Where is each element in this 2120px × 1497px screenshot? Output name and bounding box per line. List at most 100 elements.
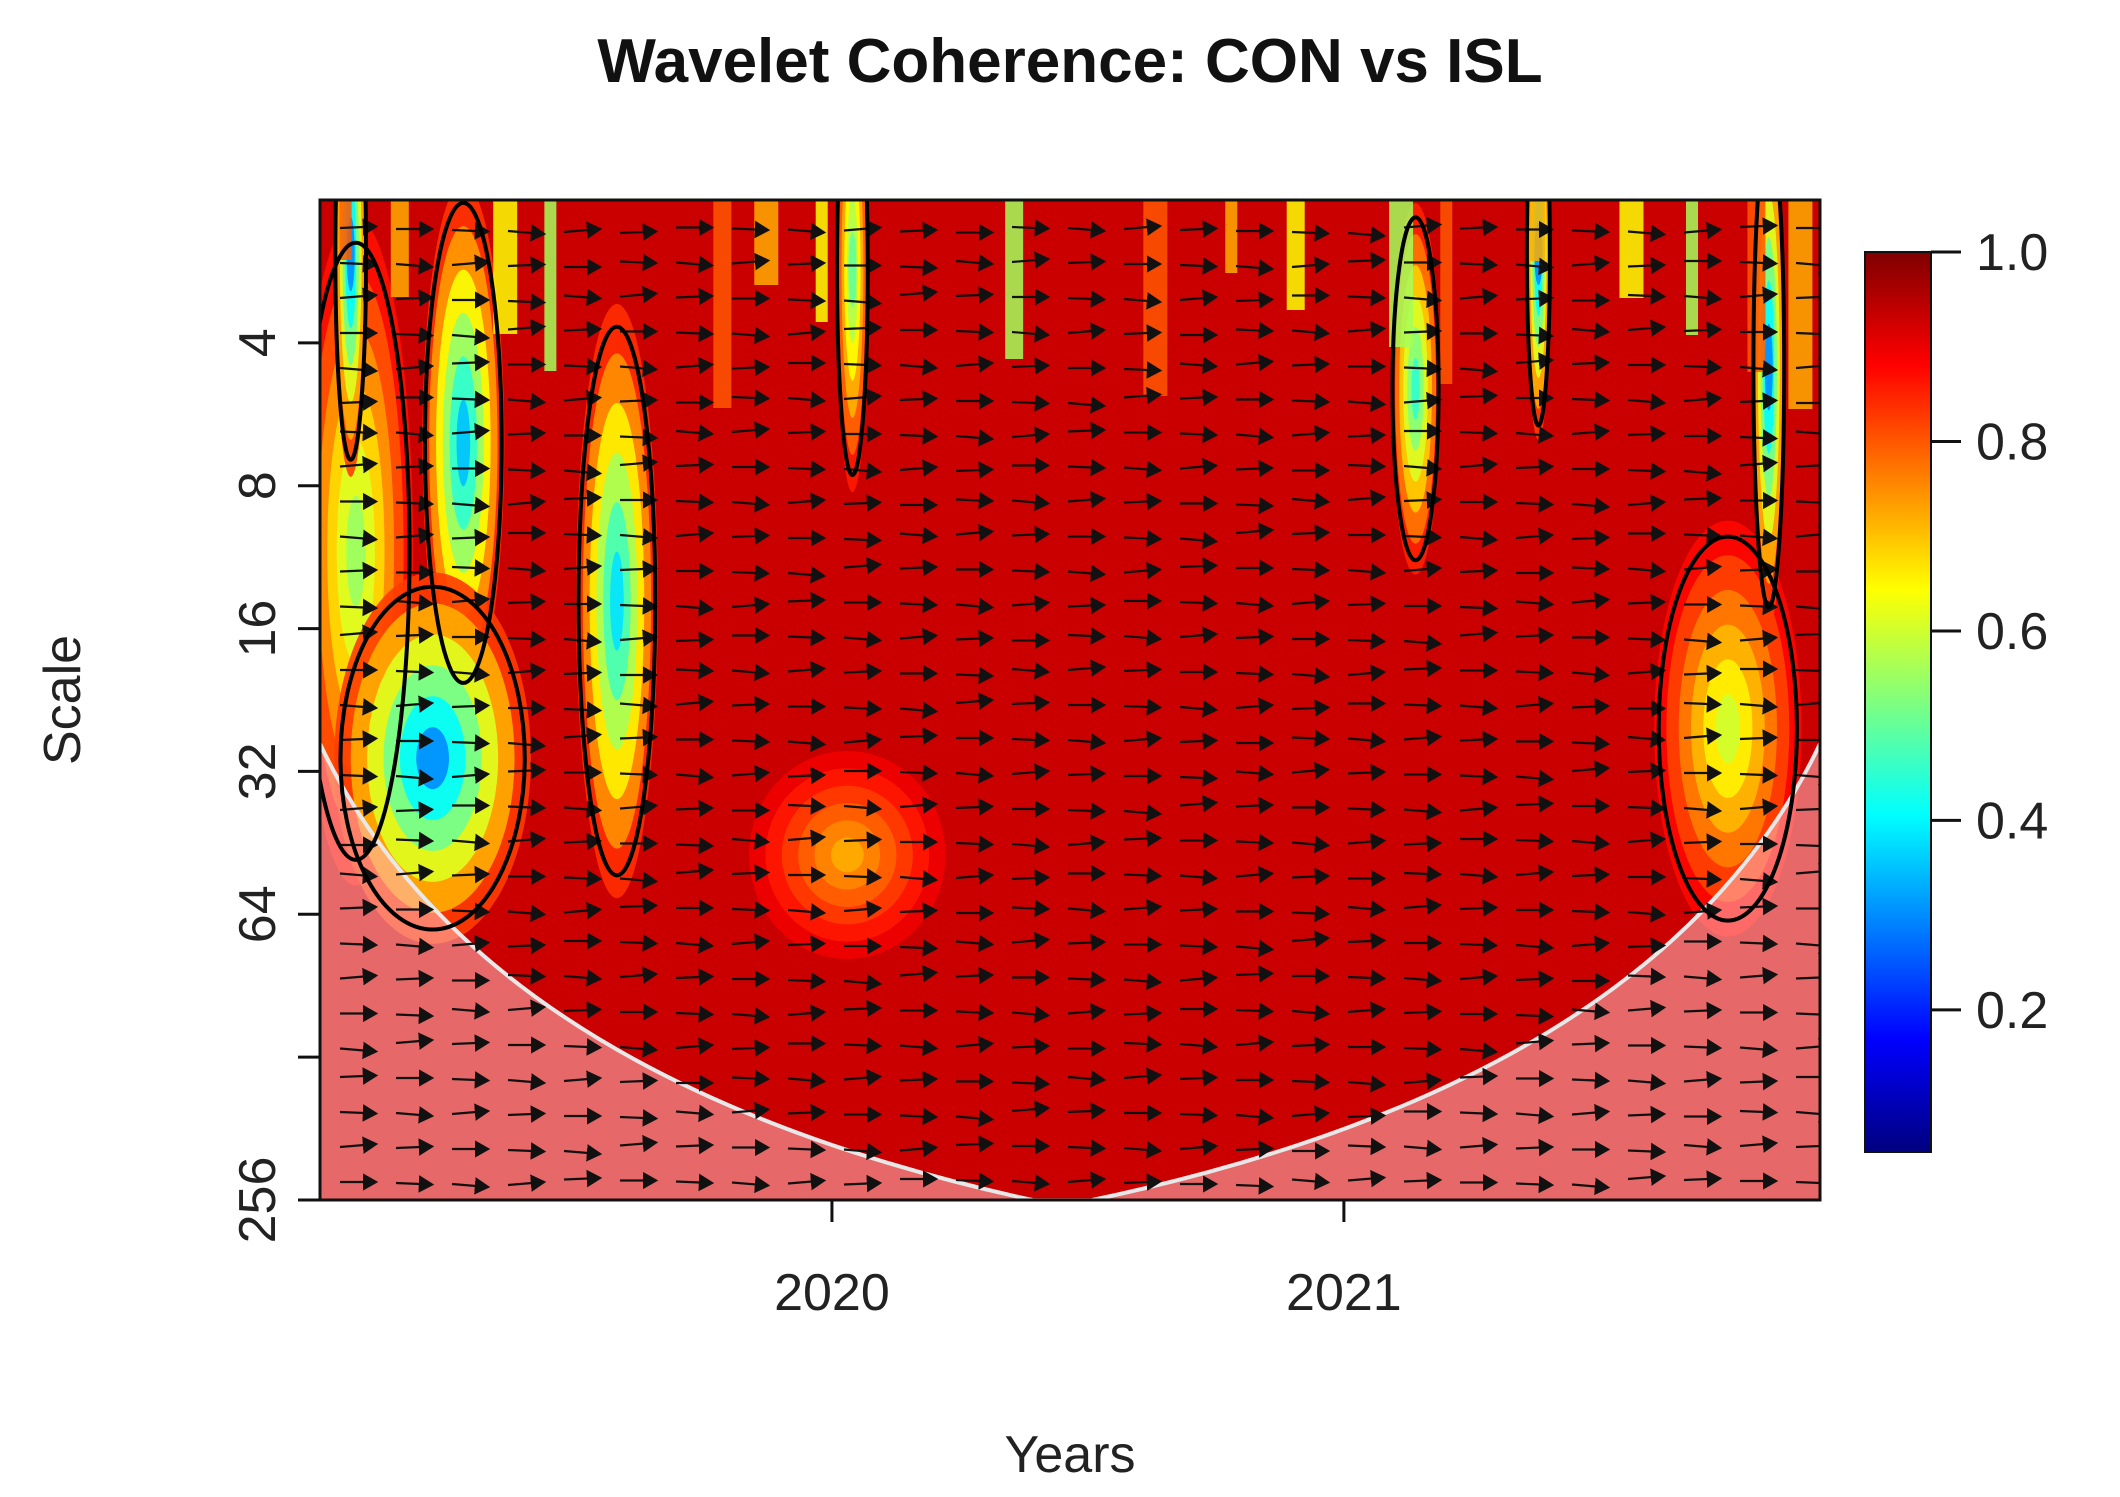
phase-arrow bbox=[787, 591, 827, 610]
phase-arrow bbox=[563, 357, 603, 376]
plot-frame bbox=[318, 198, 1822, 1202]
phase-arrow bbox=[1795, 1174, 1820, 1192]
phase-arrow bbox=[1347, 563, 1387, 581]
phase-arrow bbox=[1011, 493, 1051, 512]
phase-arrow bbox=[955, 934, 995, 953]
phase-arrow bbox=[1123, 1173, 1163, 1191]
colorbar-tick-label: 0.8 bbox=[1976, 413, 2048, 471]
phase-arrow bbox=[1123, 898, 1163, 917]
phase-arrow bbox=[1067, 1139, 1107, 1157]
phase-arrow bbox=[1123, 292, 1163, 310]
phase-arrow bbox=[1515, 663, 1555, 682]
phase-arrow bbox=[1571, 935, 1611, 953]
contour-6 bbox=[1390, 215, 1441, 563]
phase-arrow bbox=[1627, 999, 1667, 1018]
phase-arrow bbox=[787, 972, 827, 990]
phase-arrow bbox=[1179, 257, 1219, 275]
phase-arrow bbox=[451, 422, 491, 441]
phase-arrow bbox=[1011, 594, 1051, 613]
phase-arrow bbox=[1403, 659, 1443, 678]
phase-arrow bbox=[1627, 831, 1667, 849]
y-tick-label: 64 bbox=[229, 885, 287, 943]
phase-arrow bbox=[1403, 865, 1443, 883]
phase-arrow bbox=[899, 939, 939, 957]
phase-arrow bbox=[619, 1109, 659, 1127]
phase-arrow bbox=[843, 1068, 883, 1087]
phase-arrow bbox=[1123, 661, 1163, 679]
phase-arrow bbox=[451, 1103, 491, 1121]
phase-arrow bbox=[1627, 799, 1667, 817]
phase-arrow bbox=[1011, 662, 1051, 680]
phase-arrow bbox=[843, 531, 883, 549]
phase-arrow bbox=[843, 999, 883, 1018]
phase-arrow bbox=[1179, 769, 1219, 787]
phase-arrow bbox=[619, 223, 659, 241]
phase-arrow bbox=[1067, 1171, 1107, 1189]
contour-1 bbox=[320, 240, 412, 862]
phase-arrow bbox=[1123, 1067, 1163, 1085]
phase-arrow bbox=[1683, 632, 1723, 651]
phase-arrow bbox=[731, 421, 771, 439]
phase-arrow bbox=[843, 868, 883, 886]
phase-arrow bbox=[619, 629, 659, 647]
phase-arrow bbox=[1683, 969, 1723, 988]
phase-arrow bbox=[1067, 596, 1107, 615]
streak-13 bbox=[1440, 200, 1453, 384]
phase-arrow bbox=[955, 461, 995, 479]
phase-arrow bbox=[619, 1134, 659, 1153]
phase-arrow bbox=[675, 1037, 715, 1055]
phase-arrow bbox=[1795, 862, 1820, 881]
streak-8 bbox=[1005, 200, 1024, 359]
phase-arrow bbox=[731, 832, 771, 850]
phase-arrow bbox=[731, 764, 771, 783]
phase-arrow bbox=[955, 666, 995, 685]
phase-arrow bbox=[1347, 288, 1387, 307]
phase-arrow bbox=[899, 727, 939, 745]
phase-arrow bbox=[1627, 319, 1667, 337]
high-frequency-streaks bbox=[339, 200, 1813, 409]
phase-arrow bbox=[899, 526, 939, 545]
contour-7 bbox=[1751, 200, 1787, 610]
phase-arrow bbox=[675, 862, 715, 880]
phase-arrow bbox=[1739, 766, 1779, 784]
phase-arrow bbox=[1067, 490, 1107, 509]
phase-arrow bbox=[955, 523, 995, 542]
phase-arrow bbox=[507, 936, 547, 955]
phase-arrow bbox=[1571, 1177, 1611, 1196]
phase-arrow bbox=[339, 866, 379, 885]
phase-arrow bbox=[955, 323, 995, 341]
phase-arrow bbox=[787, 391, 827, 409]
phase-arrow bbox=[1683, 833, 1723, 851]
phase-arrow bbox=[1627, 630, 1667, 649]
phase-arrow bbox=[1683, 664, 1723, 683]
phase-arrow bbox=[1571, 222, 1611, 241]
phase-arrow bbox=[1403, 1003, 1443, 1021]
phase-arrow bbox=[1067, 1002, 1107, 1021]
phase-arrow bbox=[899, 1107, 939, 1126]
phase-arrow bbox=[1291, 1073, 1331, 1091]
contour-4 bbox=[338, 584, 527, 932]
phase-arrow bbox=[1123, 866, 1163, 885]
phase-arrow bbox=[1067, 1102, 1107, 1120]
phase-arrow bbox=[1179, 1138, 1219, 1156]
phase-arrow bbox=[1235, 321, 1275, 340]
streak-2 bbox=[390, 200, 409, 297]
phase-arrow bbox=[1235, 628, 1275, 646]
phase-arrow bbox=[787, 829, 827, 847]
phase-arrow bbox=[1291, 930, 1331, 948]
phase-arrow bbox=[1347, 969, 1387, 987]
contour-5 bbox=[1656, 534, 1799, 923]
phase-arrow bbox=[1515, 1032, 1555, 1051]
phase-arrow bbox=[1347, 394, 1387, 413]
phase-arrow bbox=[1067, 322, 1107, 340]
phase-arrow bbox=[1347, 489, 1387, 507]
phase-arrow bbox=[339, 1067, 379, 1085]
phase-arrow bbox=[1683, 1038, 1723, 1057]
phase-arrow bbox=[1571, 697, 1611, 716]
phase-arrow bbox=[1795, 357, 1820, 375]
phase-arrow bbox=[955, 835, 995, 853]
phase-arrow bbox=[1347, 664, 1387, 682]
phase-arrow bbox=[1179, 388, 1219, 407]
phase-arrow bbox=[1683, 1070, 1723, 1089]
